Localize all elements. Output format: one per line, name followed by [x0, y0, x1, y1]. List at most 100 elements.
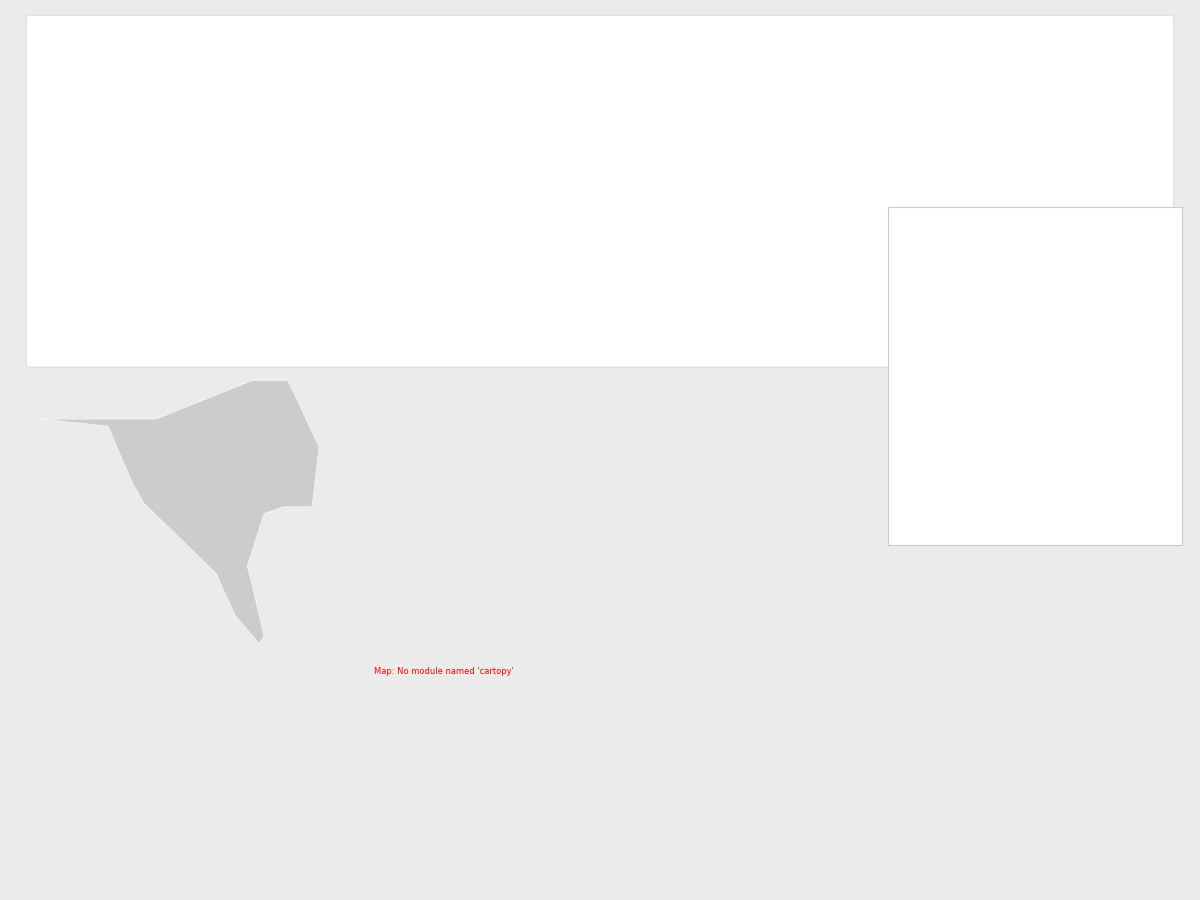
Text: United States: United States	[331, 26, 412, 39]
Text: 44.8: 44.8	[737, 287, 764, 297]
FancyBboxPatch shape	[486, 135, 559, 161]
FancyBboxPatch shape	[714, 279, 787, 305]
Text: Brazil: Brazil	[103, 315, 137, 328]
FancyBboxPatch shape	[486, 250, 559, 276]
Text: Scored 0-100 where 0 = the
worst environment for children
and 100 = the best
env: Scored 0-100 where 0 = the worst environ…	[906, 485, 1067, 537]
Text: Philippines: Philippines	[559, 26, 623, 39]
Text: →: →	[925, 286, 936, 299]
Text: Germany: Germany	[103, 286, 157, 299]
Text: →: →	[1153, 84, 1164, 96]
Text: →: →	[241, 26, 252, 39]
Text: Côte d'Ivoire: Côte d'Ivoire	[1015, 170, 1090, 184]
Text: Pakistan: Pakistan	[1015, 84, 1064, 96]
FancyBboxPatch shape	[258, 135, 331, 161]
FancyBboxPatch shape	[30, 135, 103, 161]
FancyBboxPatch shape	[942, 77, 1015, 104]
Text: 59.7: 59.7	[281, 201, 308, 211]
Text: 59.1: 59.1	[281, 230, 308, 239]
Text: Algeria: Algeria	[1015, 228, 1057, 241]
Text: 68.2: 68.2	[53, 258, 80, 268]
FancyBboxPatch shape	[486, 106, 559, 132]
Text: →: →	[925, 315, 936, 328]
Text: Niger: Niger	[1015, 315, 1046, 328]
Text: →: →	[697, 84, 708, 96]
FancyBboxPatch shape	[486, 221, 559, 248]
Text: 58.0: 58.0	[509, 57, 536, 67]
FancyBboxPatch shape	[714, 49, 787, 75]
Text: 29.4: 29.4	[965, 230, 992, 239]
Text: 58.9: 58.9	[281, 287, 308, 297]
Text: 53.6: 53.6	[509, 230, 536, 239]
FancyBboxPatch shape	[30, 279, 103, 305]
Text: →: →	[469, 315, 480, 328]
Text: →: →	[925, 112, 936, 126]
FancyBboxPatch shape	[30, 106, 103, 132]
Text: Scores 20–39.9: Scores 20–39.9	[985, 398, 1070, 408]
Text: →: →	[1153, 55, 1164, 68]
Text: Colombia: Colombia	[331, 199, 386, 212]
Text: 55.9: 55.9	[509, 201, 536, 211]
Text: Morocco: Morocco	[787, 26, 836, 39]
Text: →: →	[1153, 344, 1164, 356]
Text: 47.7: 47.7	[737, 201, 764, 211]
Text: →: →	[697, 55, 708, 68]
FancyBboxPatch shape	[942, 308, 1015, 334]
Text: Scores 00–19.9: Scores 00–19.9	[985, 449, 1070, 459]
Text: Bangladesh: Bangladesh	[787, 199, 857, 212]
Text: →: →	[697, 112, 708, 126]
Text: 59.1: 59.1	[281, 258, 308, 268]
Text: 52.1: 52.1	[509, 316, 536, 326]
Text: Scores 40–59.9: Scores 40–59.9	[985, 347, 1070, 357]
FancyBboxPatch shape	[714, 221, 787, 248]
Text: El Salvador: El Salvador	[331, 315, 397, 328]
FancyBboxPatch shape	[30, 49, 103, 75]
Text: →: →	[925, 55, 936, 68]
Text: Uzbekistan: Uzbekistan	[1015, 256, 1080, 270]
Text: Thailand: Thailand	[331, 256, 382, 270]
Text: 28.1: 28.1	[965, 258, 992, 268]
FancyBboxPatch shape	[942, 221, 1015, 248]
Text: Ghana: Ghana	[787, 170, 826, 184]
Text: →: →	[241, 199, 252, 212]
Text: 57.4: 57.4	[509, 86, 536, 95]
FancyBboxPatch shape	[30, 77, 103, 104]
Text: Scores 80–90.9: Scores 80–90.9	[985, 247, 1070, 256]
Text: 33.0: 33.0	[965, 201, 992, 211]
Text: 39.0: 39.0	[965, 114, 992, 124]
FancyBboxPatch shape	[942, 337, 1015, 363]
Text: Understand the Framework: Understand the Framework	[906, 525, 1076, 535]
FancyBboxPatch shape	[714, 250, 787, 276]
Text: 41.4: 41.4	[965, 57, 992, 67]
FancyBboxPatch shape	[942, 106, 1015, 132]
Text: 72.2: 72.2	[53, 172, 80, 182]
Text: Argentina: Argentina	[1015, 26, 1073, 39]
Text: →: →	[469, 26, 480, 39]
Text: 57.0: 57.0	[509, 114, 536, 124]
FancyBboxPatch shape	[486, 308, 559, 334]
FancyBboxPatch shape	[258, 193, 331, 219]
Text: 52.6: 52.6	[509, 287, 536, 297]
Text: 47.7: 47.7	[737, 172, 764, 182]
Text: Kazakhstan: Kazakhstan	[559, 112, 628, 126]
Text: →: →	[1153, 112, 1164, 126]
FancyBboxPatch shape	[258, 221, 331, 248]
Text: 45.2: 45.2	[737, 258, 764, 268]
Text: 58.8: 58.8	[281, 345, 308, 356]
Text: Cameroon: Cameroon	[1015, 344, 1075, 356]
Text: Egypt: Egypt	[787, 141, 821, 155]
Text: →: →	[241, 84, 252, 96]
Text: 76.0: 76.0	[53, 86, 80, 95]
Text: 48.4: 48.4	[737, 114, 764, 124]
Text: 61.5: 61.5	[281, 172, 308, 182]
FancyBboxPatch shape	[902, 334, 973, 371]
FancyBboxPatch shape	[902, 284, 973, 320]
Text: 63.5: 63.5	[281, 57, 308, 67]
Text: 52.0: 52.0	[509, 345, 536, 356]
Bar	[888, 332, 1182, 373]
Text: 71.8: 71.8	[53, 201, 80, 211]
Text: →: →	[697, 170, 708, 184]
Text: →: →	[469, 55, 480, 68]
FancyBboxPatch shape	[942, 164, 1015, 190]
Text: →: →	[241, 170, 252, 184]
Text: →: →	[469, 170, 480, 184]
